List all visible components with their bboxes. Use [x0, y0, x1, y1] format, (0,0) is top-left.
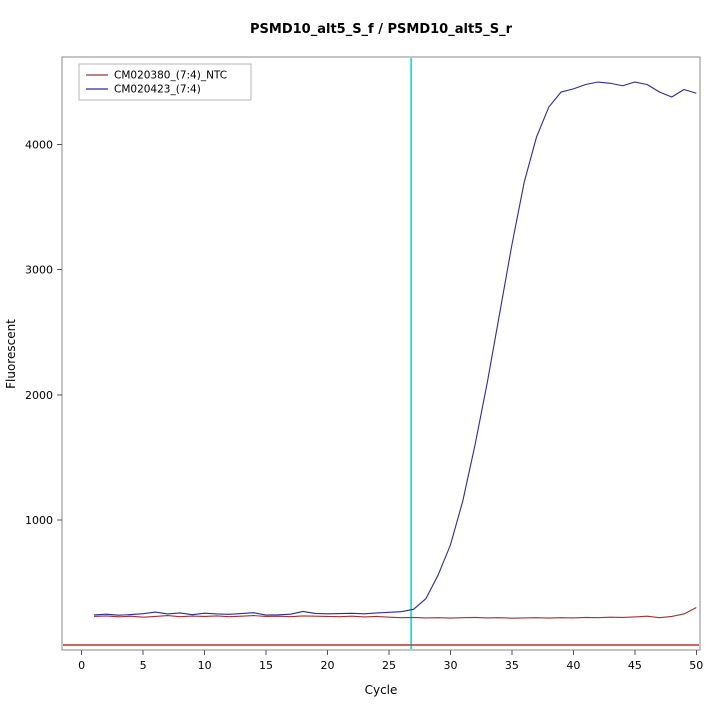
- x-tick-label: 10: [198, 659, 212, 672]
- y-tick-label: 2000: [25, 389, 53, 402]
- legend: CM020380_(7:4)_NTC CM020423_(7:4): [78, 63, 252, 101]
- series-line-0: [93, 606, 697, 619]
- x-tick-label: 30: [443, 659, 457, 672]
- y-tick-label: 1000: [25, 514, 53, 527]
- legend-box: [78, 63, 252, 101]
- y-tick-label: 4000: [25, 139, 53, 152]
- x-tick-label: 15: [259, 659, 273, 672]
- legend-label-1: CM020423_(7:4): [114, 84, 201, 96]
- y-axis-label: Fluorescent: [4, 319, 18, 389]
- series-line-1: [93, 81, 697, 616]
- plot-area: [61, 56, 701, 651]
- x-tick-label: 0: [78, 659, 85, 672]
- x-tick-label: 5: [140, 659, 147, 672]
- legend-label-0: CM020380_(7:4)_NTC: [114, 70, 227, 82]
- axes: 0 5 10 15 20 25 30 35 40 45 50 1000 2000 3000 4000: [25, 139, 703, 672]
- x-axis-label: Cycle: [365, 683, 398, 697]
- x-tick-label: 45: [628, 659, 642, 672]
- plot-border: [61, 56, 701, 651]
- x-tick-label: 25: [382, 659, 396, 672]
- series-lines: [63, 58, 699, 649]
- x-tick-label: 20: [321, 659, 335, 672]
- chart-title: PSMD10_alt5_S_f / PSMD10_alt5_S_r: [250, 22, 513, 37]
- x-tick-label: 40: [566, 659, 580, 672]
- x-tick-label: 35: [505, 659, 519, 672]
- y-tick-label: 3000: [25, 264, 53, 277]
- x-tick-label: 50: [689, 659, 703, 672]
